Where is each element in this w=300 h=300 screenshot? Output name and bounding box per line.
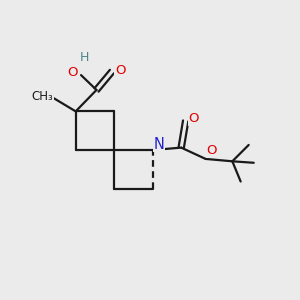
Text: O: O	[115, 64, 125, 77]
Text: H: H	[79, 51, 89, 64]
Text: O: O	[206, 144, 217, 157]
Text: O: O	[189, 112, 199, 125]
Text: N: N	[154, 136, 164, 152]
Text: O: O	[68, 66, 78, 79]
Text: CH₃: CH₃	[31, 90, 53, 103]
